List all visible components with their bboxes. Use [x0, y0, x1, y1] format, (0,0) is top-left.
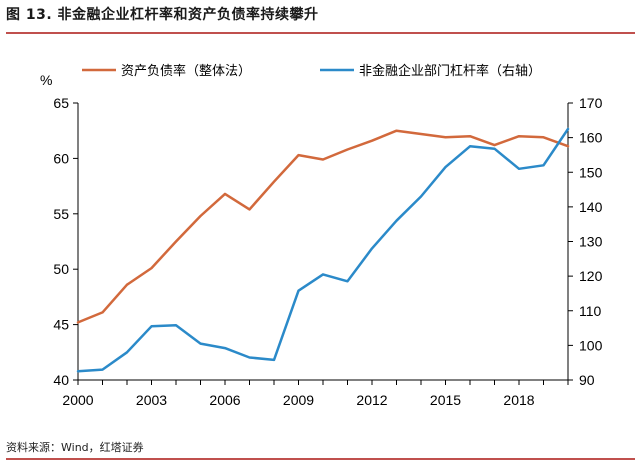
left-tick-label: 60 — [53, 150, 69, 166]
legend: 资产负债率（整体法） 非金融企业部门杠杆率（右轴） — [82, 63, 541, 79]
x-tick-label: 2000 — [62, 392, 93, 408]
plot-lines — [76, 127, 570, 373]
right-tick-label: 130 — [579, 234, 603, 250]
series-line-leverage-ratio — [76, 127, 570, 373]
left-tick-label: 45 — [53, 317, 69, 333]
right-tick-label: 160 — [579, 130, 603, 146]
legend-label-liability-ratio: 资产负债率（整体法） — [121, 63, 251, 79]
left-axis-unit-label: % — [40, 72, 52, 88]
right-tick-label: 150 — [579, 164, 603, 180]
x-tick-label: 2015 — [430, 392, 461, 408]
x-tick-label: 2006 — [209, 392, 240, 408]
left-tick-label: 55 — [53, 206, 69, 222]
left-tick-label: 65 — [53, 95, 69, 111]
title-rule — [6, 32, 635, 34]
right-tick-label: 100 — [579, 337, 603, 353]
x-tick-label: 2009 — [283, 392, 314, 408]
right-tick-label: 170 — [579, 95, 603, 111]
right-tick-label: 110 — [579, 303, 602, 319]
legend-label-leverage-ratio: 非金融企业部门杠杆率（右轴） — [359, 63, 541, 79]
x-tick-label: 2018 — [503, 392, 534, 408]
figure-title: 图 13. 非金融企业杠杆率和资产负债率持续攀升 — [6, 7, 319, 23]
right-tick-label: 120 — [579, 268, 603, 284]
left-tick-label: 50 — [53, 261, 69, 277]
left-tick-label: 40 — [53, 372, 69, 388]
right-tick-label: 90 — [579, 372, 595, 388]
x-tick-label: 2003 — [136, 392, 167, 408]
bottom-rule — [6, 458, 635, 460]
axes: 40 45 50 55 60 65 90 100 110 120 130 140 150 160 170 20… — [53, 95, 602, 408]
right-tick-label: 140 — [579, 199, 603, 215]
series-line-liability-ratio — [76, 129, 570, 324]
x-tick-label: 2012 — [356, 392, 387, 408]
source-note: 资料来源：Wind，红塔证券 — [6, 441, 144, 454]
